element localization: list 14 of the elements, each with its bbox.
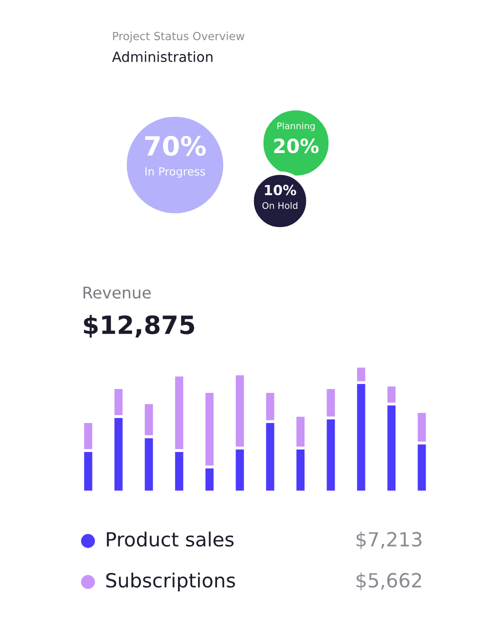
chart-subtitle: $12,875: [84, 314, 194, 338]
text: $5,662: [356, 572, 422, 590]
text: Project Status Overview: [113, 32, 244, 42]
category-label: Planning: [277, 122, 315, 131]
text: $7,213: [356, 532, 422, 550]
data-label: 10%: [264, 184, 296, 196]
data-label: 20%: [274, 138, 319, 154]
text: Administration: [112, 51, 212, 62]
legend-label: Product sales: [106, 532, 234, 547]
category-label: On Hold: [262, 202, 298, 209]
legend-label: Subscriptions: [106, 572, 235, 592]
chart-title: Revenue: [84, 286, 151, 299]
data-label: 70%: [145, 136, 206, 156]
category-label: In Progress: [145, 167, 206, 178]
